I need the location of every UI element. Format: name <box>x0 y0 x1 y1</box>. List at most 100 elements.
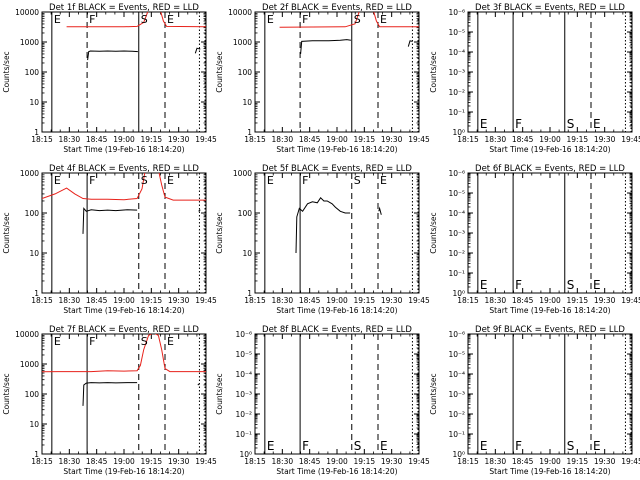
interval-label: E <box>267 13 274 26</box>
x-tick-label: 18:15 <box>457 457 479 466</box>
interval-label: S <box>567 439 575 453</box>
x-tick-label: 18:45 <box>86 457 108 466</box>
y-tick-label: 1 <box>34 289 39 298</box>
panel-title: Det 1f BLACK = Events, RED = LLD <box>49 3 199 13</box>
y-tick-label: 10⁻⁶ <box>235 330 252 339</box>
panel-title: Det 8f BLACK = Events, RED = LLD <box>262 325 412 335</box>
x-tick-label: 19:30 <box>594 135 616 144</box>
interval-label: E <box>480 117 488 131</box>
plot-frame <box>41 333 207 455</box>
x-tick-label: 19:30 <box>168 135 190 144</box>
x-tick-label: 18:45 <box>299 457 321 466</box>
x-axis-label: Start Time (19-Feb-16 18:14:20) <box>63 145 184 154</box>
interval-label: E <box>54 335 61 348</box>
series-line-events <box>198 209 201 212</box>
x-axis-label: Start Time (19-Feb-16 18:14:20) <box>489 145 610 154</box>
series-line-events <box>82 382 138 406</box>
x-tick-label: 19:45 <box>621 457 640 466</box>
plot-frame <box>254 172 420 294</box>
x-tick-label: 18:30 <box>59 457 81 466</box>
x-tick-label: 19:00 <box>113 296 135 305</box>
x-tick-label: 19:45 <box>408 296 430 305</box>
interval-label: F <box>515 117 522 131</box>
x-tick-label: 18:45 <box>299 135 321 144</box>
detector-panel-1: Det 1f BLACK = Events, RED = LLD 1 10 100 10… <box>2 3 217 154</box>
interval-label: E <box>593 117 601 131</box>
y-tick-label: 10⁻⁴ <box>448 209 465 218</box>
y-tick-label: 10⁻³ <box>448 229 465 238</box>
y-tick-label: 1000 <box>233 38 252 47</box>
y-axis-label: Counts/sec <box>2 51 11 92</box>
y-axis-label: Counts/sec <box>215 212 224 253</box>
y-tick-label: 100 <box>25 68 40 77</box>
y-axis-label: Counts/sec <box>2 212 11 253</box>
x-tick-label: 18:15 <box>457 296 479 305</box>
x-tick-label: 18:30 <box>59 135 81 144</box>
y-tick-label: 10⁰ <box>452 289 465 298</box>
series-line-events <box>378 206 382 215</box>
x-tick-label: 19:00 <box>326 135 348 144</box>
interval-label: E <box>380 174 387 187</box>
x-axis-label: Start Time (19-Feb-16 18:14:20) <box>276 467 397 476</box>
y-tick-label: 10⁻³ <box>448 390 465 399</box>
x-tick-label: 19:15 <box>354 457 376 466</box>
interval-label: E <box>167 174 174 187</box>
series-line-lld <box>42 334 206 373</box>
interval-label: E <box>480 278 488 292</box>
detector-panel-9: Det 9f BLACK = Events, RED = LLD 10⁰ 10⁻¹ 1… <box>429 325 640 476</box>
y-tick-label: 1 <box>247 289 252 298</box>
x-tick-label: 18:45 <box>86 135 108 144</box>
y-tick-label: 1 <box>247 128 252 137</box>
x-tick-label: 19:45 <box>408 457 430 466</box>
detector-panel-6: Det 6f BLACK = Events, RED = LLD 10⁰ 10⁻¹ 1… <box>429 164 640 315</box>
y-axis-label: Counts/sec <box>215 373 224 414</box>
interval-label: S <box>354 174 361 187</box>
y-tick-label: 1000 <box>233 169 252 178</box>
interval-label: E <box>593 439 601 453</box>
x-tick-label: 19:30 <box>594 457 616 466</box>
x-tick-label: 19:00 <box>113 135 135 144</box>
x-tick-label: 18:45 <box>86 296 108 305</box>
y-tick-label: 10 <box>242 249 252 258</box>
x-tick-label: 18:15 <box>31 296 53 305</box>
x-tick-label: 19:00 <box>539 135 561 144</box>
y-tick-label: 10 <box>29 420 39 429</box>
x-tick-label: 19:15 <box>141 135 163 144</box>
x-tick-label: 19:15 <box>567 457 589 466</box>
y-tick-label: 10⁻² <box>448 249 465 258</box>
series-line-lld <box>66 12 206 28</box>
y-tick-label: 10⁻¹ <box>448 430 465 439</box>
interval-label: S <box>354 13 361 26</box>
x-tick-label: 19:15 <box>141 296 163 305</box>
series-line-events <box>197 383 200 386</box>
interval-label: E <box>267 439 275 453</box>
interval-label: E <box>380 13 387 26</box>
y-tick-label: 10⁻⁴ <box>448 370 465 379</box>
interval-label: F <box>89 174 95 187</box>
y-axis-label: Counts/sec <box>429 373 438 414</box>
y-tick-label: 10⁻⁵ <box>448 189 465 198</box>
panel-title: Det 5f BLACK = Events, RED = LLD <box>262 164 412 174</box>
panel-title: Det 2f BLACK = Events, RED = LLD <box>262 3 412 13</box>
x-tick-label: 18:30 <box>485 296 507 305</box>
y-tick-label: 10 <box>29 249 39 258</box>
series-line-events <box>87 50 138 61</box>
panel-title: Det 3f BLACK = Events, RED = LLD <box>475 3 625 13</box>
series-line-events <box>300 39 351 54</box>
x-tick-label: 18:15 <box>244 135 266 144</box>
y-tick-label: 10 <box>242 98 252 107</box>
panel-title: Det 4f BLACK = Events, RED = LLD <box>49 164 199 174</box>
x-tick-label: 18:30 <box>272 457 294 466</box>
series-line-events <box>82 207 138 234</box>
plot-frame <box>254 11 420 133</box>
y-tick-label: 10⁻¹ <box>448 108 465 117</box>
x-tick-label: 18:15 <box>244 296 266 305</box>
x-tick-label: 19:45 <box>195 135 217 144</box>
y-tick-label: 10⁻³ <box>235 390 252 399</box>
x-axis-label: Start Time (19-Feb-16 18:14:20) <box>276 145 397 154</box>
series-line-events <box>194 47 201 54</box>
y-tick-label: 10⁻⁶ <box>448 169 465 178</box>
x-tick-label: 19:15 <box>354 135 376 144</box>
x-tick-label: 18:30 <box>485 135 507 144</box>
